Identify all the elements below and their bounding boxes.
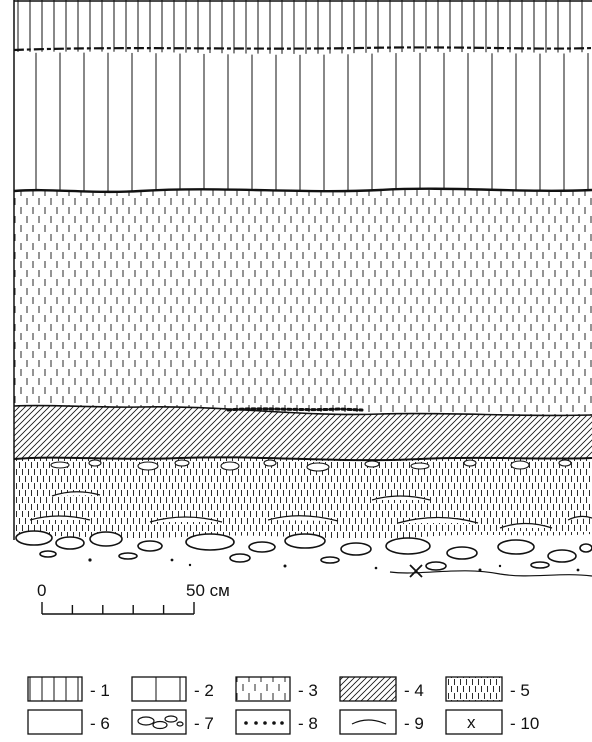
legend-label-5: - 5 [510, 681, 530, 700]
legend-label-9: - 9 [404, 714, 424, 733]
legend-cross-icon: x [467, 713, 476, 732]
cobble-base [15, 530, 592, 571]
scale-ticks [41, 602, 195, 614]
legend-label-10: - 10 [510, 714, 539, 733]
boundary-2-3 [13, 187, 592, 194]
legend-label-2: - 2 [194, 681, 214, 700]
legend-item-3: - 3 [235, 676, 318, 702]
boundary-3-4 [13, 404, 592, 417]
gravel-dots [88, 558, 580, 572]
legend-item-2: - 2 [131, 676, 214, 702]
layer-4-hatched [14, 405, 592, 461]
legend-dots-icon [244, 721, 284, 725]
legend-label-1: - 1 [90, 681, 110, 700]
legend-label-8: - 8 [298, 714, 318, 733]
layer-3-dashed-loam [14, 189, 592, 416]
legend-item-8: - 8 [235, 709, 318, 735]
scale-start-label: 0 [37, 581, 46, 600]
pebble-lens-upper [13, 46, 592, 52]
legend-item-7: - 7 [131, 709, 214, 735]
legend-pebbles-icon [137, 715, 184, 730]
legend-label-7: - 7 [194, 714, 214, 733]
base-contour [389, 570, 592, 577]
dot-lens-band [226, 407, 364, 412]
legend-item-5: - 5 [445, 676, 530, 702]
legend-item-10: x - 10 [445, 709, 539, 735]
legend-item-4: - 4 [339, 676, 424, 702]
legend-item-6: - 6 [27, 709, 110, 735]
layer-1-dense-vertical [14, 0, 592, 54]
legend-label-3: - 3 [298, 681, 318, 700]
boundary-4-5 [13, 456, 592, 462]
legend: - 1 - 2 - 3 - 4 - 5 - 6 [27, 676, 539, 735]
legend-item-1: - 1 [27, 676, 110, 702]
geological-section [13, 0, 592, 578]
legend-label-4: - 4 [404, 681, 424, 700]
scale-end-label: 50 см [186, 581, 230, 600]
cross-mark [409, 564, 423, 578]
legend-item-9: - 9 [339, 709, 424, 735]
legend-label-6: - 6 [90, 714, 110, 733]
legend-sand-lens-icon [351, 719, 387, 725]
scale-bar: 0 50 см [37, 581, 230, 615]
sand-lenses [29, 491, 592, 529]
pebble-lens-layer-5 [50, 459, 572, 472]
layer-2-sparse-vertical [14, 52, 592, 192]
